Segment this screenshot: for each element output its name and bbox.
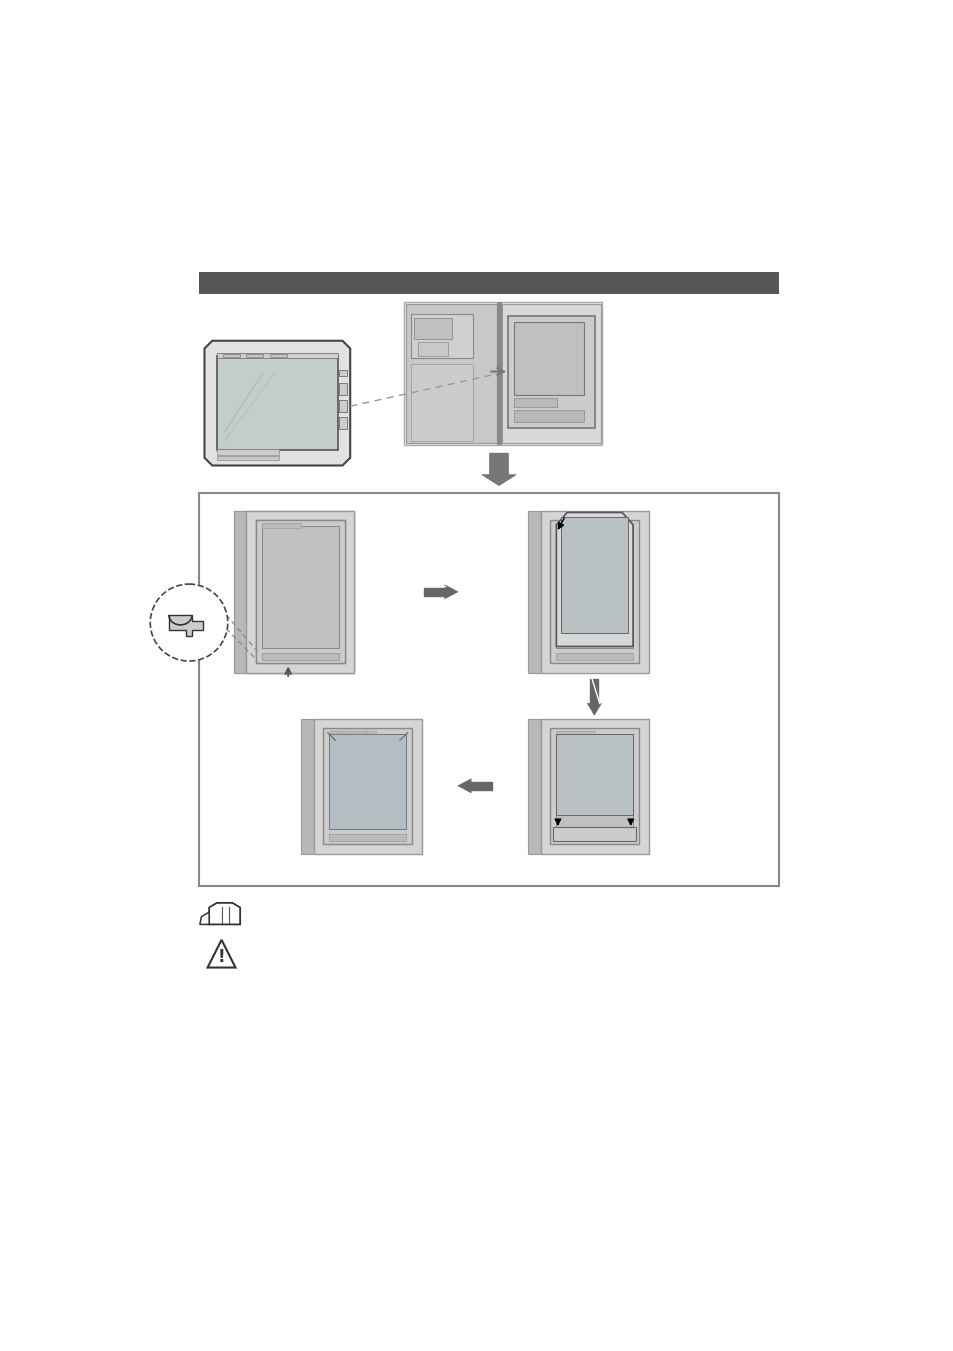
Bar: [528, 719, 540, 854]
Bar: [329, 734, 406, 830]
Bar: [367, 731, 376, 734]
Bar: [301, 719, 314, 854]
Bar: [556, 653, 633, 661]
Bar: [339, 384, 347, 396]
Polygon shape: [556, 512, 633, 646]
Bar: [556, 527, 633, 648]
Polygon shape: [457, 780, 471, 793]
Polygon shape: [481, 453, 516, 485]
Bar: [261, 527, 338, 648]
Polygon shape: [169, 615, 203, 636]
Bar: [344, 731, 353, 734]
Polygon shape: [444, 585, 457, 598]
Polygon shape: [587, 704, 600, 715]
Bar: [553, 827, 636, 842]
Bar: [261, 523, 300, 528]
Bar: [323, 728, 412, 844]
Bar: [261, 653, 338, 661]
Polygon shape: [209, 902, 240, 924]
Bar: [560, 517, 628, 632]
Bar: [497, 303, 501, 444]
Bar: [556, 834, 633, 842]
Bar: [418, 342, 447, 357]
Bar: [329, 734, 406, 830]
Bar: [270, 354, 286, 357]
Bar: [261, 523, 300, 528]
Bar: [216, 357, 337, 450]
Bar: [246, 354, 263, 357]
Bar: [501, 304, 599, 443]
Bar: [332, 731, 341, 734]
Bar: [550, 520, 639, 663]
Bar: [556, 523, 595, 528]
Circle shape: [150, 584, 228, 661]
Bar: [216, 457, 278, 461]
Bar: [246, 511, 354, 673]
Bar: [528, 511, 540, 673]
Bar: [514, 411, 583, 423]
Bar: [414, 317, 452, 339]
Bar: [339, 400, 347, 412]
Bar: [540, 511, 648, 673]
Text: !: !: [217, 948, 225, 966]
Bar: [314, 719, 421, 854]
Polygon shape: [204, 340, 350, 466]
Bar: [514, 323, 583, 396]
Bar: [199, 493, 778, 886]
Bar: [216, 353, 337, 358]
Bar: [339, 370, 347, 376]
Bar: [339, 417, 347, 430]
Bar: [255, 520, 344, 663]
Bar: [514, 397, 557, 407]
Bar: [556, 734, 633, 815]
Polygon shape: [199, 912, 209, 924]
Bar: [410, 363, 472, 440]
Bar: [246, 511, 354, 673]
Bar: [550, 728, 639, 844]
Bar: [556, 731, 595, 736]
Bar: [355, 731, 365, 734]
Bar: [199, 273, 778, 293]
Bar: [233, 511, 246, 673]
Bar: [329, 834, 406, 842]
Bar: [406, 304, 497, 443]
Bar: [410, 313, 472, 358]
Bar: [508, 316, 595, 428]
Bar: [233, 511, 246, 673]
Bar: [261, 653, 338, 661]
Polygon shape: [208, 940, 235, 967]
Bar: [329, 731, 368, 736]
Bar: [255, 520, 344, 663]
Bar: [556, 734, 633, 830]
Bar: [216, 449, 278, 455]
Bar: [261, 527, 338, 648]
Bar: [223, 354, 240, 357]
Bar: [404, 303, 601, 444]
Bar: [540, 719, 648, 854]
